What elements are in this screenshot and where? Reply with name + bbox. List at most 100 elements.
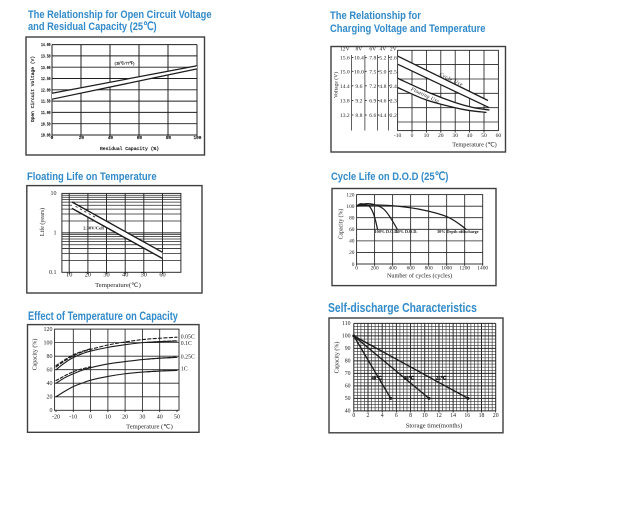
svg-text:Capacity (%): Capacity (%) (334, 342, 341, 374)
svg-text:10: 10 (422, 413, 428, 419)
svg-text:90: 90 (345, 346, 351, 352)
svg-text:8V: 8V (355, 47, 362, 53)
svg-text:12.00: 12.00 (41, 88, 51, 93)
svg-text:0.05C: 0.05C (181, 334, 195, 340)
svg-text:Storage time(months): Storage time(months) (406, 422, 463, 429)
svg-text:15.0: 15.0 (340, 69, 350, 75)
svg-text:2: 2 (367, 413, 370, 419)
svg-text:6.9: 6.9 (369, 99, 376, 105)
svg-text:0: 0 (352, 262, 355, 268)
svg-text:12.50: 12.50 (41, 77, 51, 82)
svg-text:11.00: 11.00 (41, 111, 51, 116)
svg-text:16: 16 (464, 413, 470, 419)
svg-text:80: 80 (47, 354, 53, 360)
svg-text:1000: 1000 (441, 266, 452, 272)
svg-text:60: 60 (345, 384, 351, 390)
svg-text:50% D.O.D.: 50% D.O.D. (396, 229, 418, 234)
svg-text:18: 18 (479, 413, 485, 419)
svg-text:40: 40 (345, 409, 351, 415)
svg-text:7.2: 7.2 (369, 84, 376, 90)
svg-text:120: 120 (346, 192, 354, 198)
svg-text:9.2: 9.2 (355, 99, 362, 105)
svg-text:0.1C: 0.1C (181, 341, 192, 347)
svg-text:Capacity (%): Capacity (%) (338, 209, 345, 240)
svg-text:40: 40 (349, 239, 355, 245)
svg-text:15.6: 15.6 (340, 55, 350, 61)
svg-text:Temperature(℃): Temperature(℃) (95, 282, 141, 289)
svg-text:100: 100 (193, 136, 201, 141)
svg-text:Temperature (℃): Temperature (℃) (452, 141, 497, 148)
svg-text:2.6: 2.6 (390, 55, 397, 61)
svg-text:Number of cycles (cycles): Number of cycles (cycles) (387, 273, 452, 280)
svg-text:60: 60 (496, 133, 502, 139)
svg-text:5.2: 5.2 (379, 55, 386, 61)
svg-text:10: 10 (51, 191, 57, 197)
svg-text:30: 30 (103, 271, 109, 278)
svg-text:2.3: 2.3 (390, 99, 397, 105)
svg-text:40: 40 (467, 133, 473, 139)
svg-text:2.4: 2.4 (390, 84, 397, 90)
svg-text:60: 60 (159, 271, 165, 278)
svg-text:2.30V/Cell: 2.30V/Cell (83, 226, 104, 231)
svg-text:1: 1 (54, 231, 57, 237)
svg-text:-10: -10 (69, 415, 77, 421)
svg-text:(25℃/77℉): (25℃/77℉) (114, 62, 135, 67)
svg-text:800: 800 (425, 266, 433, 272)
svg-text:400: 400 (389, 266, 397, 272)
svg-text:25℃: 25℃ (436, 375, 447, 382)
svg-text:13.2: 13.2 (340, 113, 350, 119)
svg-text:60: 60 (349, 227, 355, 233)
svg-text:0: 0 (411, 133, 414, 139)
svg-text:8: 8 (409, 413, 412, 419)
svg-text:Temperature (℃): Temperature (℃) (126, 424, 173, 431)
svg-text:40: 40 (47, 381, 53, 387)
svg-text:40: 40 (122, 271, 128, 278)
svg-text:100% D.O.D.: 100% D.O.D. (375, 229, 399, 234)
svg-text:50: 50 (174, 415, 180, 421)
svg-text:600: 600 (407, 266, 415, 272)
svg-text:0: 0 (51, 136, 54, 141)
svg-text:0: 0 (355, 266, 358, 272)
svg-text:7.5: 7.5 (369, 69, 376, 75)
svg-text:1200: 1200 (459, 266, 470, 272)
svg-text:Voltage (V): Voltage (V) (333, 72, 340, 98)
svg-text:10.0: 10.0 (354, 69, 364, 75)
svg-text:0: 0 (89, 415, 92, 421)
svg-text:30℃: 30℃ (404, 375, 415, 382)
svg-text:4.6: 4.6 (379, 99, 386, 105)
svg-text:Open Circuit Voltage (V): Open Circuit Voltage (V) (30, 56, 36, 122)
svg-text:80: 80 (349, 216, 355, 222)
svg-text:9.6: 9.6 (355, 84, 362, 90)
svg-text:80: 80 (345, 359, 351, 365)
svg-text:70: 70 (345, 371, 351, 377)
svg-text:30% Depth of: 30% Depth of (437, 229, 462, 234)
svg-text:12V: 12V (340, 47, 350, 53)
svg-text:1C: 1C (181, 367, 188, 373)
svg-text:1400: 1400 (477, 266, 488, 272)
svg-text:120: 120 (44, 327, 53, 333)
svg-text:0.1: 0.1 (49, 270, 57, 276)
svg-text:-10: -10 (394, 133, 402, 139)
svg-text:13.50: 13.50 (41, 54, 51, 59)
svg-text:4.4: 4.4 (379, 113, 386, 119)
svg-text:4.8: 4.8 (379, 84, 386, 90)
svg-text:50: 50 (481, 133, 487, 139)
svg-text:4V: 4V (379, 47, 386, 53)
svg-text:Residual Capacity (%): Residual Capacity (%) (100, 146, 159, 152)
svg-text:Capacity (%): Capacity (%) (32, 339, 39, 371)
svg-text:0: 0 (50, 408, 53, 414)
svg-text:Life (years): Life (years) (39, 208, 46, 236)
svg-text:2.5: 2.5 (390, 69, 397, 75)
svg-text:12: 12 (436, 413, 442, 419)
svg-text:13.8: 13.8 (340, 99, 350, 105)
svg-text:40℃: 40℃ (371, 375, 382, 382)
svg-text:14.00: 14.00 (41, 43, 51, 48)
svg-text:20: 20 (47, 395, 53, 401)
svg-text:2.2: 2.2 (390, 113, 397, 119)
svg-text:0: 0 (352, 413, 355, 419)
svg-text:50: 50 (141, 271, 147, 278)
svg-text:20: 20 (438, 133, 444, 139)
svg-text:20: 20 (85, 271, 91, 278)
svg-text:14.4: 14.4 (340, 84, 350, 90)
svg-text:30: 30 (452, 133, 458, 139)
